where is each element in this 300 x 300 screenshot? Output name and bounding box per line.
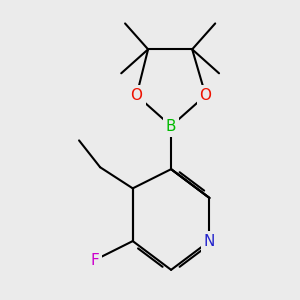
Text: O: O [130,88,142,103]
Text: N: N [204,234,215,249]
Text: F: F [90,253,99,268]
Text: B: B [166,118,176,134]
Text: O: O [200,88,211,103]
